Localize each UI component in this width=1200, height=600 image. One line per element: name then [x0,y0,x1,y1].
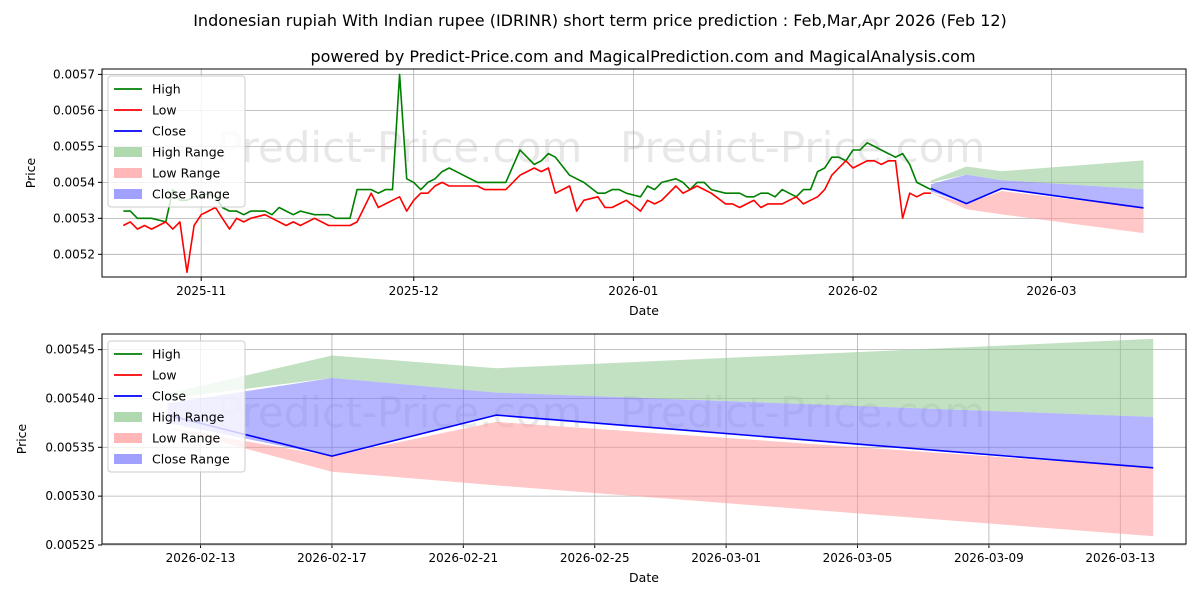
x-axis-label: Date [629,570,659,585]
y-tick-label: 0.0052 [53,247,95,261]
legend-low-range-swatch [114,433,142,443]
y-tick-label: 0.00540 [45,391,95,405]
legend-high-range-label: High Range [152,145,225,160]
legend-high-label: High [152,347,181,362]
legend-close-label: Close [152,389,186,404]
watermark-text: Predict-Price.com [217,275,582,324]
low-range-band [167,421,1154,537]
close-forecast-line [167,414,1154,469]
legend-low-range-label: Low Range [152,431,221,446]
legend-high-range-label: High Range [152,410,225,425]
legend-low-range-label: Low Range [152,166,221,181]
high-range-band [930,160,1144,190]
close-range-band [167,378,1154,468]
x-tick-label: 2025-12 [389,284,439,298]
high-series-line [123,73,932,223]
plot-area [122,73,1144,274]
close-forecast-line [930,187,1144,209]
legend-high-range-swatch [114,147,142,157]
y-tick-label: 0.00530 [45,489,95,503]
x-tick-label: 2026-02 [828,284,878,298]
legend-close-label: Close [152,124,186,139]
x-tick-label: 2026-02-17 [297,551,367,565]
legend-box [107,75,246,208]
x-tick-label: 2026-03 [1026,284,1076,298]
x-tick-label: 2025-11 [176,284,226,298]
y-tick-label: 0.00535 [45,440,95,454]
legend-high-label: High [152,82,181,97]
legend: High Low Close High Range Low Range Close Ran… [107,340,246,473]
legend-close-range-label: Close Range [152,187,230,202]
watermark-text: Predict-Price.com [620,123,985,172]
x-tick-label: 2026-01 [608,284,658,298]
chart-title: Indonesian rupiah With Indian rupee (IDR… [193,11,1007,30]
axes-frame [101,68,1187,278]
x-tick-label: 2026-03-09 [954,551,1024,565]
y-tick-label: 0.0057 [53,67,95,81]
legend-close-range-swatch [114,454,142,464]
high-range-band [167,338,1154,417]
y-tick-label: 0.00545 [45,343,95,357]
x-tick-label: 2026-03-05 [823,551,893,565]
legend-low-label: Low [152,368,177,383]
x-tick-label: 2026-03-01 [691,551,761,565]
y-axis-label: Price [14,423,29,454]
legend: High Low Close High Range Low Range Close Ran… [107,75,246,208]
legend-low-range-swatch [114,168,142,178]
watermark-text: Predict-Price.com [217,123,582,172]
y-tick-label: 0.0053 [53,211,95,225]
x-axis-label: Date [629,303,659,318]
y-tick-label: 0.00525 [45,538,95,552]
y-tick-label: 0.0055 [53,139,95,153]
y-tick-label: 0.0056 [53,103,95,117]
close-range-band [930,174,1144,208]
x-tick-label: 2026-03-13 [1085,551,1155,565]
x-tick-label: 2026-02-25 [560,551,630,565]
legend-low-label: Low [152,103,177,118]
legend-close-range-swatch [114,189,142,199]
low-range-band [930,191,1144,234]
low-series-line [122,160,931,274]
plot-area [167,338,1154,537]
plot-panel-bottom: Predict-Price.comPredict-Price.comPredic… [14,333,1187,589]
watermark-text: Predict-Price.com [620,275,985,324]
watermark-text: Predict-Price.com [620,540,985,589]
watermark-text: Predict-Price.com [217,540,582,589]
x-tick-label: 2026-02-21 [428,551,498,565]
y-tick-label: 0.0054 [53,175,95,189]
plot-panel-top: Predict-Price.com Predict-Price.com Predic… [23,67,1187,324]
x-tick-label: 2026-02-13 [166,551,236,565]
y-axis-label: Price [23,157,38,188]
legend-high-range-swatch [114,412,142,422]
axes-frame [101,333,1187,545]
chart-subtitle: powered by Predict-Price.com and Magical… [310,47,975,66]
legend-close-range-label: Close Range [152,452,230,467]
watermark-group: Predict-Price.com Predict-Price.com Predic… [217,123,985,324]
legend-box [107,340,246,473]
